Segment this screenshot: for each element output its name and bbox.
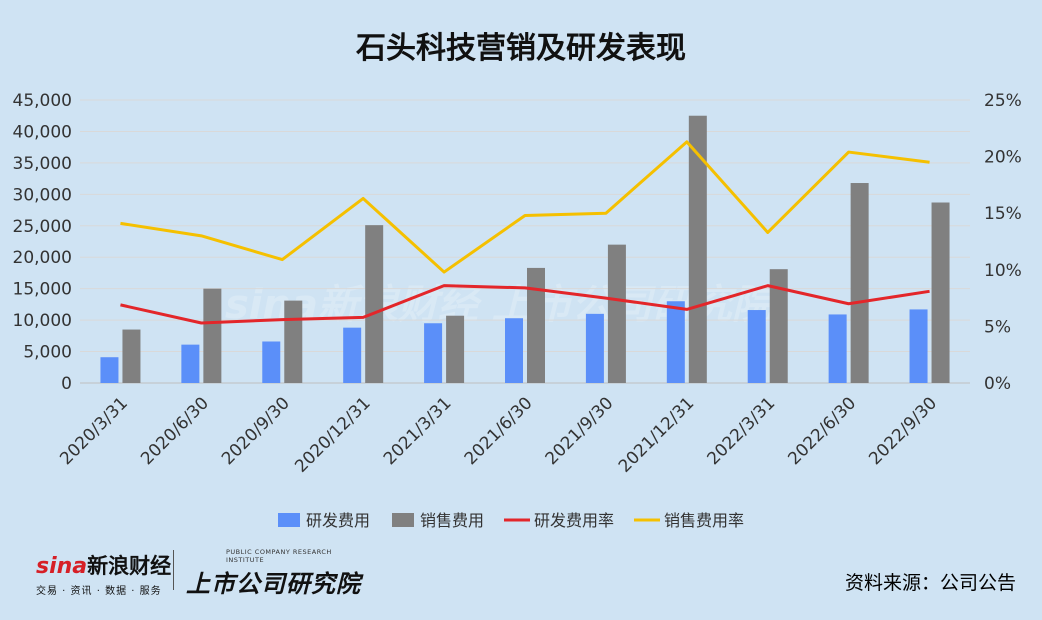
sina-logo-subtitle: 交易 · 资讯 · 数据 · 服务 [36, 586, 162, 597]
bar-销售费用-2022/3/31 [769, 269, 788, 383]
branding-logos: sina新浪财经 交易 · 资讯 · 数据 · 服务 PUBLIC COMPAN… [36, 548, 366, 598]
x-tick-label: 2021/3/31 [380, 393, 456, 469]
bar-研发费用-2021/3/31 [424, 323, 443, 383]
x-tick-label: 2022/9/30 [865, 393, 941, 469]
x-tick-label: 2020/6/30 [137, 393, 213, 469]
left-tick-label: 35,000 [13, 154, 72, 174]
line-销售费用率 [120, 140, 930, 274]
legend-swatch [392, 513, 414, 527]
x-tick-label: 2021/12/31 [615, 393, 698, 476]
left-axis-ticks: 0 5,000 10,000 15,000 20,000 25,000 30,000 35,0… [13, 91, 72, 394]
bar-研发费用-2021/6/30 [505, 318, 523, 383]
x-tick-label: 2020/9/30 [218, 393, 294, 469]
right-tick-label: 15% [984, 204, 1022, 224]
institute-logo-en: PUBLIC COMPANY RESEARCH INSTITUTE [226, 548, 332, 564]
legend: 研发费用 销售费用 研发费用率 销售费用率 [278, 511, 744, 530]
sina-logo-word: sina [36, 554, 88, 579]
left-tick-label: 15,000 [13, 280, 72, 300]
bar-销售费用-2021/6/30 [527, 267, 545, 383]
left-tick-label: 20,000 [13, 248, 72, 268]
bar-研发费用-2021/9/30 [585, 313, 604, 383]
lines [120, 140, 930, 325]
logo-divider [173, 550, 174, 590]
footer-bar [0, 598, 1042, 620]
institute-logo: PUBLIC COMPANY RESEARCH INSTITUTE 上市公司研究… [186, 548, 366, 599]
sina-finance-logo: sina新浪财经 交易 · 资讯 · 数据 · 服务 [36, 550, 171, 597]
right-tick-label: 25% [984, 91, 1022, 111]
x-tick-label: 2021/9/30 [542, 393, 618, 469]
bar-研发费用-2020/3/31 [100, 357, 119, 383]
left-tick-label: 30,000 [13, 185, 72, 205]
institute-logo-cn: 上市公司研究院 [186, 570, 361, 598]
left-tick-label: 5,000 [23, 343, 72, 363]
bar-销售费用-2022/6/30 [850, 183, 869, 383]
bar-研发费用-2020/6/30 [181, 344, 200, 383]
bar-销售费用-2020/12/31 [365, 225, 384, 383]
bar-研发费用-2021/12/31 [666, 301, 685, 383]
left-tick-label: 45,000 [13, 91, 72, 111]
right-tick-label: 5% [984, 317, 1011, 337]
x-tick-label: 2022/6/30 [784, 393, 860, 469]
bar-销售费用-2021/12/31 [688, 115, 707, 383]
right-tick-label: 10% [984, 261, 1022, 281]
bar-销售费用-2021/9/30 [607, 244, 626, 383]
bar-销售费用-2020/6/30 [203, 288, 222, 383]
bar-研发费用-2020/9/30 [262, 341, 281, 383]
sina-logo-cn: 新浪财经 [87, 554, 172, 578]
x-tick-label: 2020/12/31 [291, 393, 374, 476]
left-tick-label: 0 [61, 374, 72, 394]
bar-研发费用-2022/3/31 [747, 310, 766, 383]
left-tick-label: 25,000 [13, 217, 72, 237]
bar-销售费用-2021/3/31 [446, 315, 465, 383]
bar-销售费用-2022/9/30 [931, 202, 950, 383]
right-tick-label: 0% [984, 374, 1011, 394]
x-tick-label: 2021/6/30 [461, 393, 537, 469]
x-tick-label: 2020/3/31 [56, 393, 132, 469]
right-tick-label: 20% [984, 148, 1022, 168]
source-note: 资料来源：公司公告 [844, 572, 1016, 594]
left-tick-label: 40,000 [13, 122, 72, 142]
bar-销售费用-2020/3/31 [122, 329, 141, 383]
bar-研发费用-2022/9/30 [909, 309, 928, 383]
gridlines [80, 99, 970, 384]
bar-销售费用-2020/9/30 [284, 300, 303, 383]
legend-label: 研发费用率 [534, 511, 614, 530]
chart-title: 石头科技营销及研发表现 [355, 31, 686, 66]
legend-label: 销售费用 [420, 511, 484, 530]
right-axis-ticks: 0% 5% 10% 15% 20% 25% [984, 91, 1022, 394]
bars [100, 115, 950, 383]
bar-研发费用-2022/6/30 [828, 314, 847, 383]
legend-label: 销售费用率 [664, 511, 744, 530]
line-研发费用率 [120, 284, 930, 325]
left-tick-label: 10,000 [13, 311, 72, 331]
bar-研发费用-2020/12/31 [343, 327, 362, 383]
legend-swatch [278, 513, 300, 527]
x-tick-label: 2022/3/31 [703, 393, 779, 469]
legend-label: 研发费用 [306, 511, 370, 530]
